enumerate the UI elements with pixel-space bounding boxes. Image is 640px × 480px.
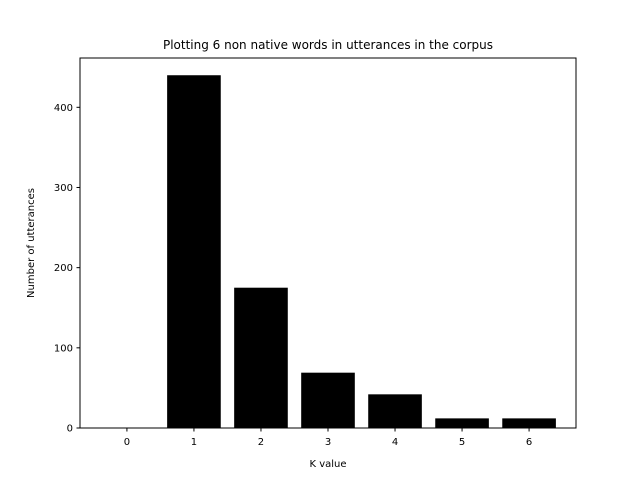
x-tick-label-5: 5 [459,437,465,448]
chart-title: Plotting 6 non native words in utterance… [163,38,493,52]
x-tick-label-4: 4 [392,437,398,448]
x-tick-label-1: 1 [191,437,197,448]
bar-6 [502,418,556,428]
bar-4 [368,394,422,428]
x-tick-label-3: 3 [325,437,331,448]
x-tick-label-2: 2 [258,437,264,448]
plot-frame [79,57,577,429]
x-tick-label-0: 0 [124,437,130,448]
bar-2 [234,287,288,428]
y-axis-label: Number of utterances [26,188,37,298]
y-tick-label-100: 100 [54,343,73,354]
x-tick-label-6: 6 [526,437,532,448]
x-axis-label: K value [309,459,346,470]
y-tick-label-200: 200 [54,263,73,274]
bar-5 [435,418,489,428]
plot-area: 0 1 2 3 4 5 6 0 100 200 300 400 [54,75,556,448]
y-tick-label-0: 0 [67,424,73,435]
bar-1 [167,75,221,428]
bar-3 [301,372,355,428]
y-tick-label-400: 400 [54,103,73,114]
y-tick-label-300: 300 [54,183,73,194]
